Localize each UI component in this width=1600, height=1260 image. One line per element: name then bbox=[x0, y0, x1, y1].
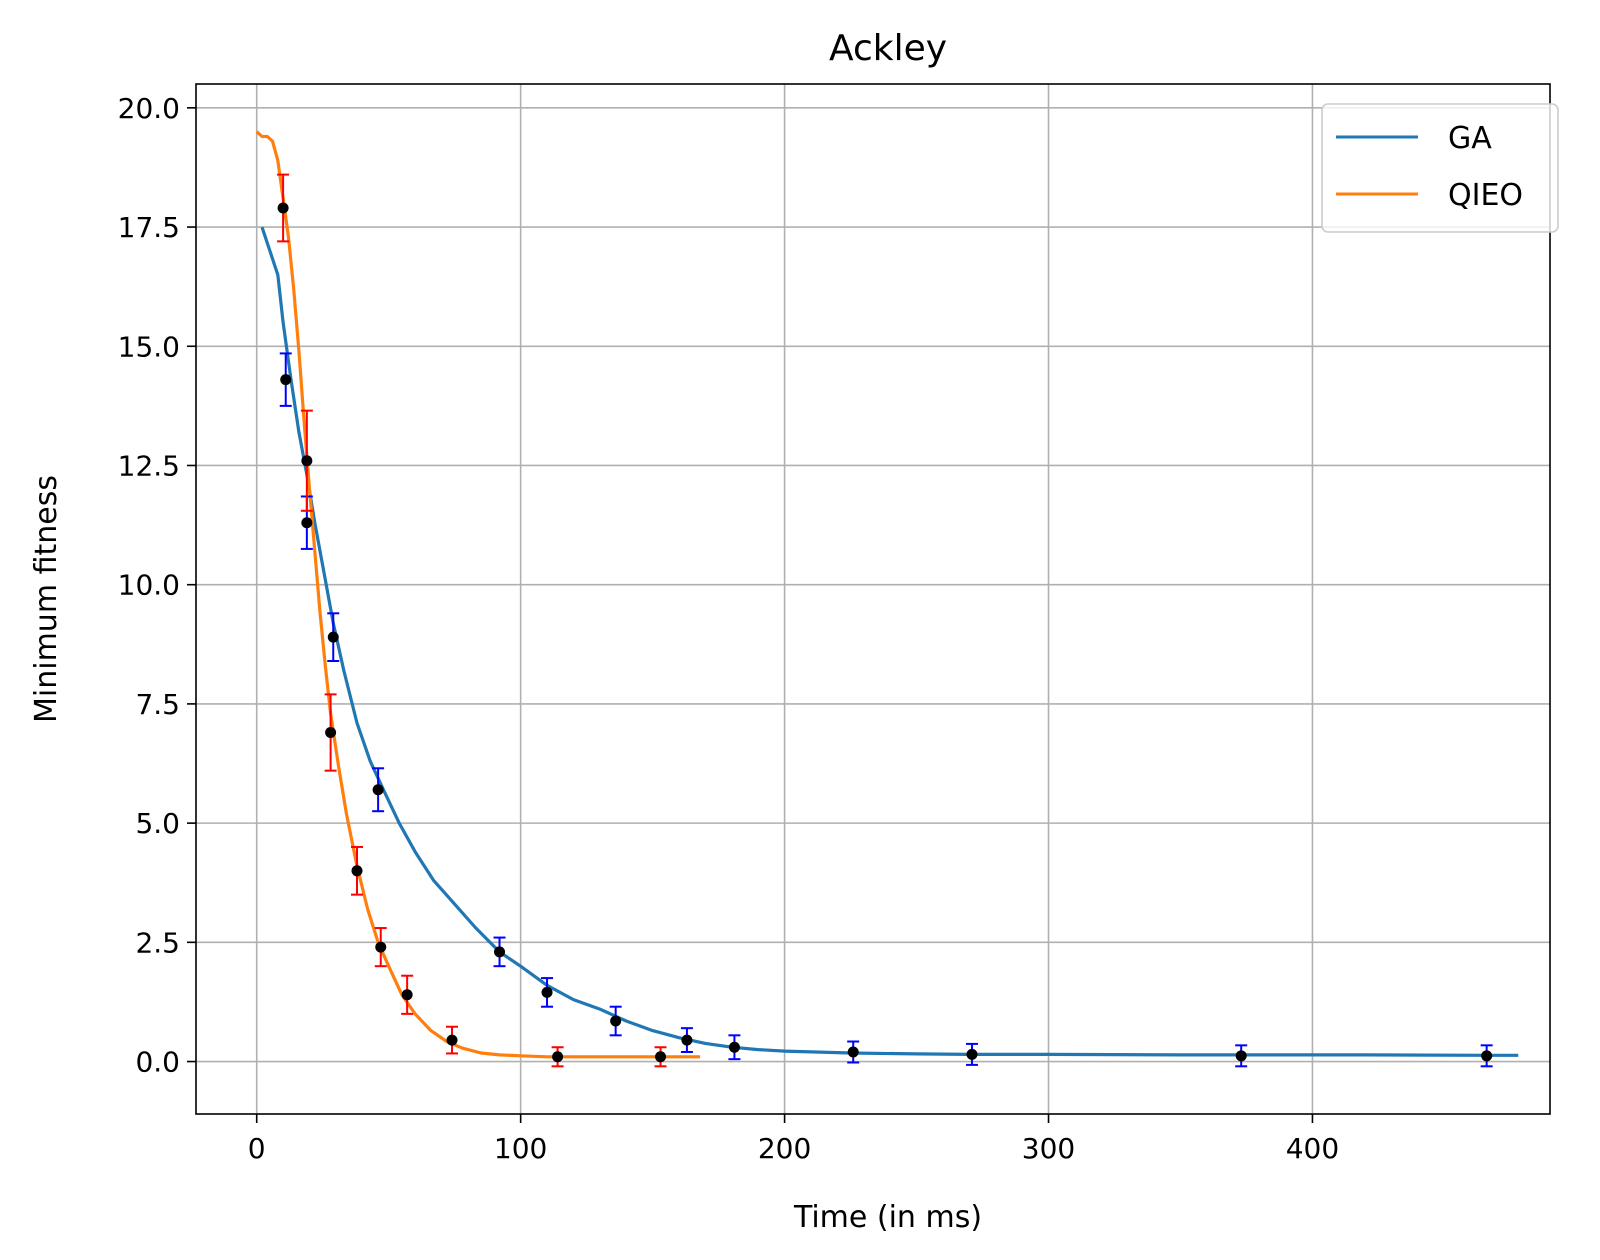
error-bar-qieo bbox=[551, 1046, 564, 1068]
data-point-ga bbox=[494, 946, 506, 958]
y-tick-label: 10.0 bbox=[118, 569, 180, 602]
legend-label-ga: GA bbox=[1448, 121, 1492, 156]
data-point-qieo bbox=[277, 202, 289, 214]
chart-title: Ackley bbox=[829, 28, 947, 69]
error-bar-qieo bbox=[446, 1025, 459, 1055]
y-tick-label: 17.5 bbox=[118, 211, 180, 244]
y-tick-label: 0.0 bbox=[135, 1046, 180, 1079]
error-bar-ga bbox=[1480, 1044, 1493, 1068]
data-point-qieo bbox=[351, 865, 363, 877]
y-axis-label: Minimum fitness bbox=[29, 475, 64, 723]
data-point-qieo bbox=[446, 1034, 458, 1046]
error-bar-qieo bbox=[374, 927, 387, 968]
legend: GA QIEO bbox=[1321, 103, 1559, 233]
data-point-qieo bbox=[401, 989, 413, 1001]
data-point-ga bbox=[280, 374, 292, 386]
x-tick-label: 0 bbox=[248, 1132, 266, 1165]
y-tick-label: 20.0 bbox=[118, 92, 180, 125]
data-point-ga bbox=[1481, 1050, 1493, 1062]
data-point-qieo bbox=[325, 727, 337, 739]
error-bar-qieo bbox=[300, 409, 313, 512]
data-point-ga bbox=[681, 1034, 693, 1046]
series-lines bbox=[255, 130, 1519, 1059]
x-axis-label: Time (in ms) bbox=[793, 1200, 982, 1235]
data-point-qieo bbox=[655, 1051, 667, 1063]
y-tick-label: 15.0 bbox=[118, 330, 180, 363]
y-tick-label: 7.5 bbox=[135, 688, 180, 721]
data-point-qieo bbox=[301, 455, 313, 467]
x-tick-label: 200 bbox=[758, 1132, 811, 1165]
error-bar-qieo bbox=[324, 693, 337, 772]
data-point-ga bbox=[301, 517, 313, 529]
error-bar-qieo bbox=[351, 845, 364, 896]
data-point-ga bbox=[728, 1041, 740, 1053]
error-bar-qieo bbox=[654, 1046, 667, 1068]
legend-label-qieo: QIEO bbox=[1448, 178, 1523, 213]
error-bar-qieo bbox=[401, 974, 414, 1015]
data-point-ga bbox=[1235, 1050, 1247, 1062]
error-bar-ga bbox=[372, 767, 385, 813]
plot-frame bbox=[195, 83, 1551, 1115]
y-tick-label: 12.5 bbox=[118, 449, 180, 482]
data-point-ga bbox=[610, 1015, 622, 1027]
grid bbox=[196, 84, 1550, 1114]
axis-ticks: 0 100 200 300 400 0.0 2.5 5.0 7.5 10.0 12.5 15.0 17.… bbox=[118, 92, 1340, 1165]
data-point-qieo bbox=[375, 941, 387, 953]
x-tick-label: 400 bbox=[1286, 1132, 1339, 1165]
error-bar-ga bbox=[279, 352, 292, 407]
error-bar-ga bbox=[680, 1027, 693, 1054]
error-bar-ga bbox=[1235, 1044, 1248, 1068]
error-bar-ga bbox=[541, 977, 554, 1008]
error-bar-ga bbox=[847, 1040, 860, 1064]
x-tick-label: 100 bbox=[494, 1132, 547, 1165]
data-point-ga bbox=[372, 784, 384, 796]
error-bar-qieo bbox=[277, 173, 290, 243]
error-bar-ga bbox=[609, 1005, 622, 1037]
error-bar-ga bbox=[728, 1034, 741, 1061]
y-tick-label: 5.0 bbox=[135, 807, 180, 840]
error-bar-markers bbox=[277, 173, 1493, 1068]
error-bar-ga bbox=[327, 612, 340, 662]
data-point-ga bbox=[847, 1046, 859, 1058]
x-tick-label: 300 bbox=[1022, 1132, 1075, 1165]
series-line-qieo bbox=[255, 130, 701, 1059]
y-tick-label: 2.5 bbox=[135, 926, 180, 959]
data-point-qieo bbox=[552, 1051, 564, 1063]
data-point-ga bbox=[541, 986, 553, 998]
data-point-ga bbox=[327, 631, 339, 643]
error-bar-ga bbox=[493, 936, 506, 968]
data-point-ga bbox=[966, 1048, 978, 1060]
error-bar-ga bbox=[965, 1042, 978, 1066]
